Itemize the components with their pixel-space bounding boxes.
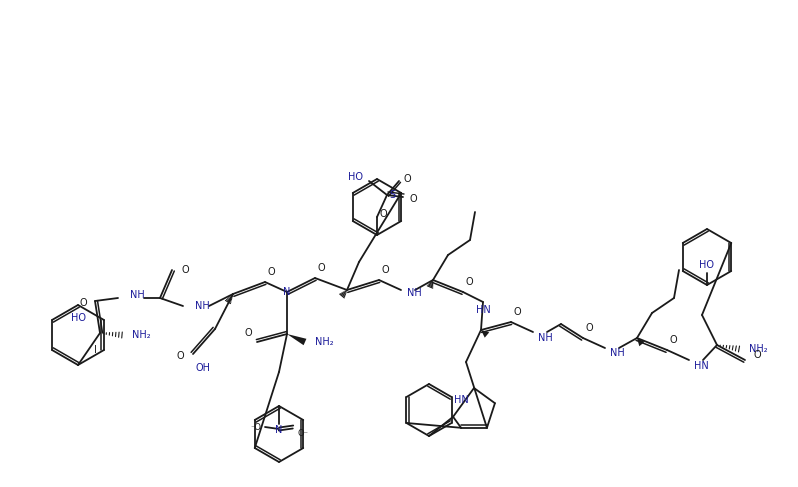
Text: N: N (275, 425, 282, 435)
Text: O: O (753, 350, 760, 360)
Text: OH: OH (195, 363, 210, 373)
Text: I: I (94, 345, 97, 355)
Text: O: O (317, 263, 325, 273)
Text: NH: NH (195, 301, 210, 311)
Text: O: O (465, 277, 472, 287)
Text: HO: HO (70, 313, 85, 323)
Text: O: O (267, 267, 275, 277)
Text: O: O (513, 307, 520, 317)
Text: O: O (403, 174, 411, 184)
Text: HO: HO (700, 260, 714, 270)
Text: O: O (79, 298, 87, 308)
Text: O⁻: O⁻ (297, 430, 308, 438)
Text: O: O (244, 328, 252, 338)
Polygon shape (287, 334, 306, 345)
Polygon shape (481, 330, 489, 337)
Text: NH₂: NH₂ (132, 330, 151, 340)
Text: O: O (176, 351, 184, 361)
Text: NH: NH (538, 333, 553, 343)
Text: O: O (379, 209, 386, 219)
Text: O: O (381, 265, 389, 275)
Text: N: N (283, 287, 290, 297)
Text: O: O (585, 323, 593, 333)
Text: O: O (409, 194, 417, 204)
Text: NH₂: NH₂ (749, 344, 768, 354)
Text: NH: NH (407, 288, 422, 298)
Text: HN: HN (694, 361, 709, 371)
Text: O: O (669, 335, 677, 345)
Text: HN: HN (454, 395, 469, 405)
Text: ⁻O: ⁻O (250, 423, 261, 431)
Text: S: S (389, 190, 395, 200)
Text: NH₂: NH₂ (315, 337, 334, 347)
Text: NH: NH (130, 290, 144, 300)
Polygon shape (637, 338, 645, 346)
Text: O: O (181, 265, 188, 275)
Text: NH: NH (610, 348, 625, 358)
Text: HO: HO (348, 172, 363, 182)
Text: HN: HN (476, 305, 491, 315)
